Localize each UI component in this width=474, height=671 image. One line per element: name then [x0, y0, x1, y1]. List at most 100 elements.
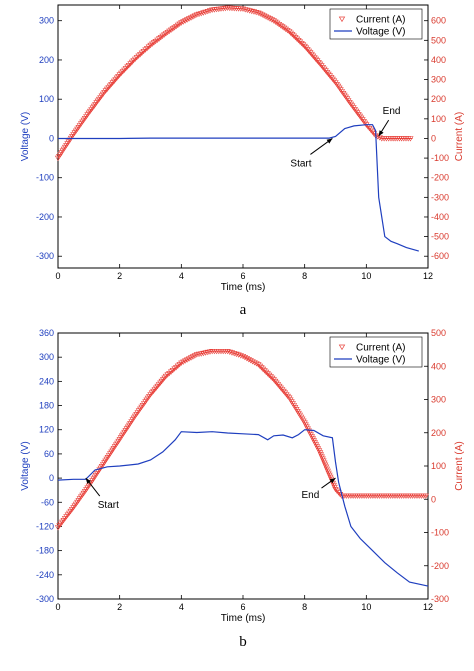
data-point-current [264, 371, 271, 377]
data-point-current [322, 68, 329, 74]
series-markers-current [54, 349, 429, 531]
data-point-current [366, 126, 373, 132]
data-point-current [319, 65, 327, 71]
data-point-current [369, 129, 376, 135]
data-point-current [305, 48, 313, 54]
x-tick-label: 6 [240, 602, 245, 612]
data-point-current [312, 56, 320, 63]
data-point-current [321, 66, 328, 72]
data-point-current [253, 10, 260, 16]
y-tick-label-right: 100 [431, 461, 446, 471]
data-point-current [266, 372, 273, 379]
data-point-current [296, 39, 304, 45]
data-point-current [274, 382, 282, 388]
y-tick-label-right: -300 [431, 594, 449, 604]
y-tick-label-right: 500 [431, 35, 446, 45]
legend-box [329, 336, 423, 368]
annotation-start: Start [290, 138, 333, 169]
data-point-current [226, 349, 233, 355]
y-tick-label-left: 0 [49, 133, 54, 143]
y-tick-label-left: -300 [36, 594, 54, 604]
data-point-current [237, 353, 244, 359]
data-point-current [407, 136, 414, 142]
y-tick-label-left: 300 [39, 16, 54, 26]
data-point-current [281, 390, 289, 396]
y-tick-label-right: 600 [431, 16, 446, 26]
data-point-current [255, 362, 262, 368]
x-tick-label: 12 [423, 271, 433, 281]
data-point-current [286, 29, 293, 35]
y-tick-label-left: -120 [36, 521, 54, 531]
data-point-current [333, 488, 341, 494]
x-axis-label: Time (ms) [221, 613, 266, 624]
series-markers-current [54, 5, 414, 162]
y-tick-label-right: 400 [431, 361, 446, 371]
legend-entry: Current (A) [356, 343, 405, 354]
y-axis-label-right: Current (A) [454, 441, 465, 490]
annotation-start: Start [85, 477, 119, 511]
data-point-current [298, 41, 305, 47]
data-point-current [276, 383, 283, 390]
data-point-current [307, 50, 314, 56]
data-point-current [267, 374, 274, 380]
data-point-current [246, 8, 253, 14]
data-point-current [239, 6, 247, 12]
x-tick-label: 2 [117, 271, 122, 281]
data-point-current [228, 350, 236, 356]
x-axis-label: Time (ms) [221, 282, 266, 293]
legend: Current (A)Voltage (V) [329, 8, 423, 40]
data-point-current [329, 76, 336, 83]
y-tick-label-left: 240 [39, 376, 54, 386]
data-point-current [253, 361, 260, 367]
y-tick-label-left: -60 [41, 497, 54, 507]
annotation-end: End [378, 106, 401, 137]
data-point-current [422, 493, 429, 499]
data-point-current [273, 380, 280, 386]
data-point-current [323, 70, 331, 76]
data-point-current [256, 363, 264, 370]
data-point-current [244, 7, 251, 13]
plot-frame [57, 4, 429, 269]
data-point-current [262, 369, 270, 376]
x-tick-label: 0 [55, 602, 60, 612]
data-point-current [279, 387, 286, 393]
x-tick-label: 4 [179, 271, 184, 281]
y-tick-label-left: -180 [36, 546, 54, 556]
y-tick-label-right: -200 [431, 561, 449, 571]
data-point-current [376, 135, 383, 141]
data-point-current [326, 73, 334, 79]
y-tick-label-right: 300 [431, 395, 446, 405]
data-point-current [270, 377, 277, 383]
annotation-label: Start [98, 500, 119, 511]
y-tick-label-right: 200 [431, 94, 446, 104]
y-tick-label-left: 60 [44, 449, 54, 459]
data-point-current [283, 392, 290, 398]
y-tick-label-left: 180 [39, 401, 54, 411]
data-point-current [316, 61, 324, 67]
data-point-current [231, 351, 238, 357]
y-tick-label-right: 200 [431, 428, 446, 438]
annotation-arrow-head [329, 478, 336, 484]
data-point-current [318, 63, 325, 69]
y-tick-label-right: 400 [431, 55, 446, 65]
y-tick-label-left: 0 [49, 473, 54, 483]
x-tick-label: 10 [361, 602, 371, 612]
y-tick-label-left: 200 [39, 55, 54, 65]
data-point-current [314, 58, 321, 64]
y-tick-label-left: 120 [39, 425, 54, 435]
y-tick-label-left: 300 [39, 352, 54, 362]
data-point-current [315, 60, 322, 66]
data-point-current [258, 365, 265, 371]
annotation-label: End [383, 106, 401, 117]
y-tick-label-right: 300 [431, 75, 446, 85]
y-tick-label-right: -100 [431, 153, 449, 163]
data-point-current [284, 393, 291, 400]
data-point-current [287, 30, 294, 36]
series-line-voltage [58, 124, 419, 252]
x-tick-label: 6 [240, 271, 245, 281]
data-point-current [295, 38, 302, 44]
data-point-current [269, 375, 276, 382]
chart-panel-b: 0 2 4 6 8 10 12-300-240-180-120-60060120180240… [20, 328, 465, 650]
data-point-current [290, 33, 298, 39]
data-point-current [233, 351, 240, 358]
